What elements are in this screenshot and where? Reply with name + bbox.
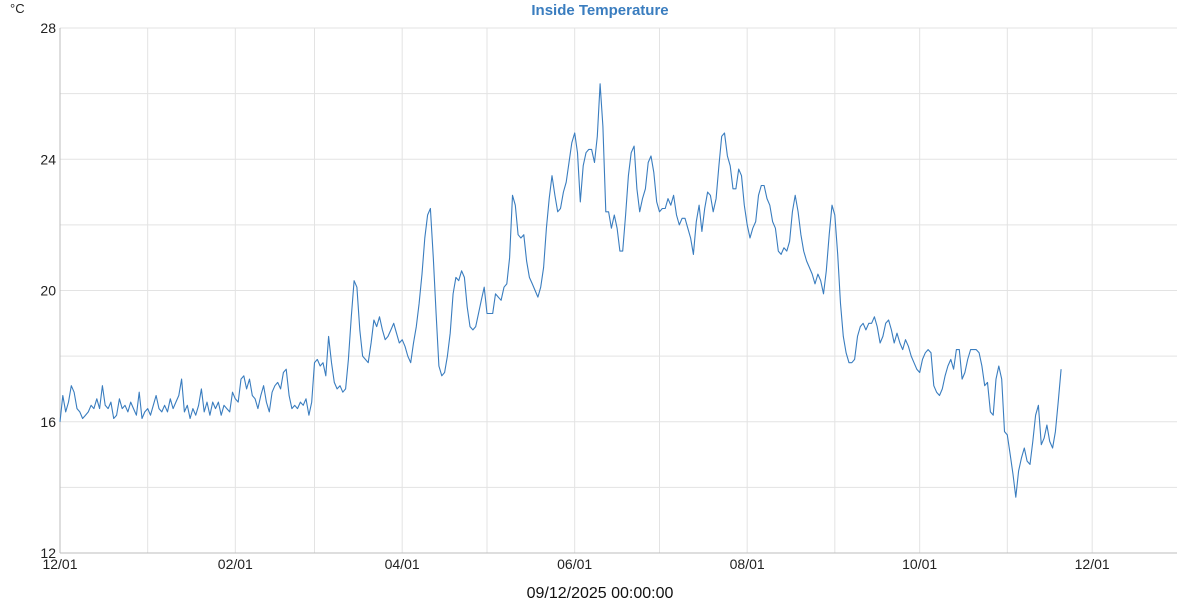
- y-tick-label: 28: [40, 20, 56, 36]
- y-axis-ticks: 12 16 20 24 28: [40, 20, 56, 561]
- temperature-series-line: [59, 83, 1062, 498]
- y-tick-label: 12: [40, 545, 56, 561]
- x-axis-ticks: 12/01 02/01 04/01 06/01 08/01 10/01 12/01: [42, 556, 1109, 572]
- x-tick-label: 08/01: [730, 556, 765, 572]
- y-tick-label: 16: [40, 414, 56, 430]
- x-tick-label: 12/01: [42, 556, 77, 572]
- y-axis-unit-label: °C: [10, 1, 25, 16]
- x-tick-label: 06/01: [557, 556, 592, 572]
- grid-lines: [59, 27, 1177, 554]
- y-tick-label: 24: [40, 151, 56, 167]
- x-tick-label: 10/01: [902, 556, 937, 572]
- x-tick-label: 04/01: [385, 556, 420, 572]
- y-tick-label: 20: [40, 283, 56, 299]
- chart-title: Inside Temperature: [531, 2, 668, 19]
- x-tick-label: 12/01: [1075, 556, 1110, 572]
- x-axis-label: 09/12/2025 00:00:00: [527, 585, 674, 600]
- x-tick-label: 02/01: [218, 556, 253, 572]
